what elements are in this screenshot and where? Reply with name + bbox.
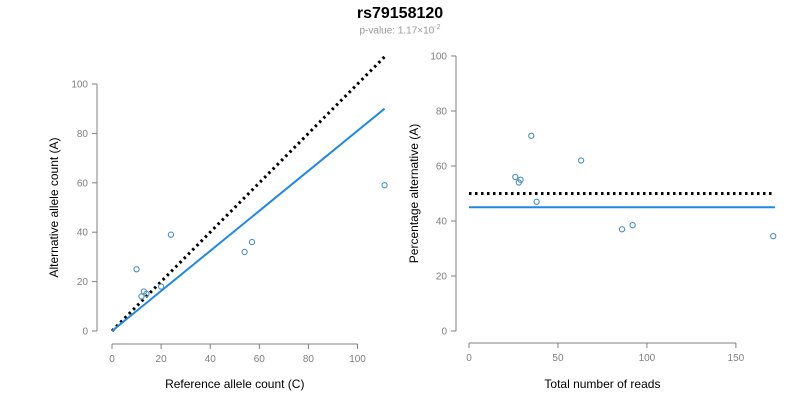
- chart-subtitle: p-value: 1.17×10-2: [0, 24, 800, 36]
- left-y-axis-label: Alternative allele count (A): [47, 137, 61, 277]
- left-y-tick-label: 40: [77, 228, 89, 239]
- left-y-tick-label: 80: [77, 129, 89, 140]
- right-x-tick-label: 150: [728, 353, 745, 364]
- left-x-tick-label: 80: [303, 354, 315, 365]
- left-y-tick-label: 20: [77, 277, 89, 288]
- left-x-tick-label: 60: [254, 354, 266, 365]
- right-y-tick-label: 0: [441, 327, 447, 338]
- left-reference-line: [110, 55, 386, 333]
- left-fit-line: [111, 107, 386, 332]
- right-data-point: [629, 221, 636, 229]
- left-y-tick-label: 0: [82, 327, 88, 338]
- left-panel-allele-counts: 0 20 40 60 80 100 0 20 40 60 80 100 Reference allele…: [47, 55, 388, 391]
- left-x-tick-label: 40: [205, 354, 217, 365]
- right-y-tick-label: 60: [436, 162, 448, 173]
- left-data-point: [167, 231, 175, 238]
- left-x-axis-label: Reference allele count (C): [165, 377, 304, 391]
- left-data-point: [241, 248, 248, 256]
- right-y-axis-label: Percentage alternative (A): [407, 124, 421, 263]
- left-x-tick-label: 100: [349, 354, 366, 365]
- right-data-point: [528, 132, 535, 139]
- left-y-tick-label: 60: [77, 178, 89, 189]
- left-data-point: [248, 238, 256, 246]
- right-y-tick-label: 40: [436, 217, 448, 228]
- right-x-tick-label: 100: [639, 353, 656, 364]
- right-data-point: [618, 226, 626, 233]
- right-y-tick-label: 100: [430, 52, 447, 63]
- left-data-point: [143, 290, 150, 298]
- right-data-point: [577, 157, 585, 164]
- right-data-point: [533, 198, 540, 205]
- left-data-point: [138, 293, 145, 300]
- right-data-point: [512, 173, 519, 181]
- right-panel-percentage: 0 50 100 150 0 20 40 60 80 100 Total number of rea…: [407, 52, 777, 391]
- right-y-tick-label: 20: [436, 272, 448, 283]
- left-x-tick-label: 20: [156, 354, 168, 365]
- left-x-tick-label: 0: [109, 354, 115, 365]
- left-data-point: [157, 283, 165, 290]
- p-value-exponent: -2: [434, 24, 441, 31]
- right-data-point: [517, 176, 524, 183]
- right-x-axis-label: Total number of reads: [544, 377, 660, 391]
- right-x-tick-label: 0: [466, 353, 472, 364]
- left-data-point: [381, 182, 388, 189]
- left-data-point: [133, 266, 140, 273]
- left-y-tick-label: 100: [71, 80, 88, 91]
- right-x-tick-label: 50: [552, 353, 564, 364]
- p-value-text: p-value: 1.17×10: [359, 25, 435, 37]
- right-y-tick-label: 80: [436, 107, 448, 118]
- right-data-point: [770, 232, 777, 240]
- chart-title: rs79158120: [356, 5, 444, 22]
